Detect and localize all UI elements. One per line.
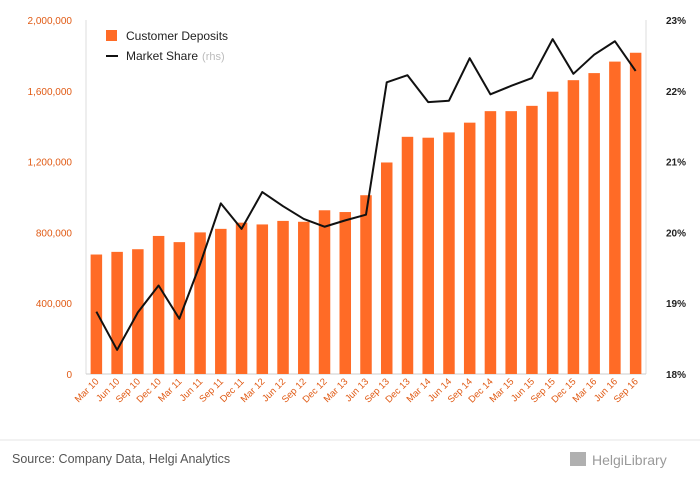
bar-25 bbox=[609, 61, 621, 374]
bar-24 bbox=[588, 73, 600, 374]
bar-21 bbox=[526, 105, 538, 374]
left-tick-label: 800,000 bbox=[36, 228, 73, 239]
bar-15 bbox=[401, 136, 414, 374]
helgi-logo: HelgiLibrary bbox=[570, 452, 667, 468]
left-axis: 0 400,000 800,000 1,200,000 1,600,000 2,000,0… bbox=[28, 16, 73, 381]
logo-icon bbox=[570, 452, 586, 466]
logo-text: HelgiLibrary bbox=[592, 452, 667, 468]
bar-14 bbox=[380, 162, 393, 374]
legend-label-deposits: Customer Deposits bbox=[126, 29, 228, 43]
bar-16 bbox=[422, 137, 434, 374]
legend-label-market-share: Market Share (rhs) bbox=[126, 49, 225, 63]
bar-11 bbox=[318, 210, 331, 374]
bar-1 bbox=[111, 251, 123, 374]
bar-8 bbox=[256, 224, 269, 374]
right-tick-label: 22% bbox=[666, 87, 686, 98]
right-tick-label: 19% bbox=[666, 299, 686, 310]
left-tick-label: 2,000,000 bbox=[28, 16, 73, 27]
right-tick-label: 18% bbox=[666, 370, 686, 381]
bar-9 bbox=[277, 220, 289, 374]
bar-3 bbox=[152, 235, 165, 374]
bar-23 bbox=[567, 80, 580, 375]
bar-17 bbox=[443, 132, 455, 374]
legend: Customer Deposits Market Share (rhs) bbox=[106, 29, 228, 63]
left-tick-label: 0 bbox=[66, 370, 72, 381]
bar-20 bbox=[505, 111, 517, 375]
bar-12 bbox=[339, 212, 352, 374]
left-tick-label: 400,000 bbox=[36, 299, 73, 310]
right-tick-label: 21% bbox=[666, 158, 686, 169]
right-axis: 18% 19% 20% 21% 22% 23% bbox=[666, 16, 686, 381]
bar-5 bbox=[194, 232, 206, 374]
bar-7 bbox=[235, 222, 248, 374]
footer-source: Source: Company Data, Helgi Analytics bbox=[12, 452, 230, 466]
bar-6 bbox=[215, 228, 227, 374]
legend-swatch-deposits bbox=[106, 30, 117, 41]
deposit-bars bbox=[90, 52, 642, 375]
bar-13 bbox=[360, 195, 372, 374]
market-share-line bbox=[95, 38, 637, 351]
bar-18 bbox=[463, 122, 476, 374]
legend-note-rhs: (rhs) bbox=[202, 51, 225, 63]
bar-19 bbox=[484, 111, 497, 375]
bar-26 bbox=[629, 52, 642, 374]
right-tick-label: 20% bbox=[666, 228, 686, 239]
bar-0 bbox=[90, 254, 103, 374]
right-tick-label: 23% bbox=[666, 16, 686, 27]
legend-label-market-share-text: Market Share bbox=[126, 49, 198, 63]
x-tick-label: Mar 11 bbox=[156, 376, 184, 404]
left-tick-label: 1,600,000 bbox=[28, 87, 73, 98]
bar-22 bbox=[546, 91, 559, 374]
bar-10 bbox=[298, 221, 310, 374]
left-tick-label: 1,200,000 bbox=[28, 158, 73, 169]
bar-4 bbox=[173, 242, 186, 374]
